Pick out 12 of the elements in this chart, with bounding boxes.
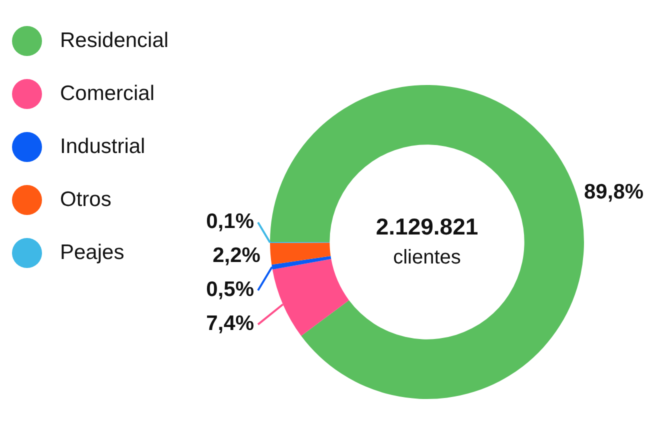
legend-label: Peajes <box>60 240 124 264</box>
legend-label: Residencial <box>60 28 169 52</box>
data-label: 0,1% <box>206 210 254 234</box>
legend-label: Comercial <box>60 82 155 106</box>
text: 2.129.821 <box>376 213 478 240</box>
data-label: 2,2% <box>212 244 261 268</box>
legend-label: Industrial <box>60 134 146 158</box>
data-label: 89,8% <box>584 180 644 204</box>
data-label: 0,5% <box>206 278 254 302</box>
text: clientes <box>393 246 461 269</box>
data-label: 7,4% <box>206 312 254 336</box>
legend-label: Otros <box>60 188 112 212</box>
